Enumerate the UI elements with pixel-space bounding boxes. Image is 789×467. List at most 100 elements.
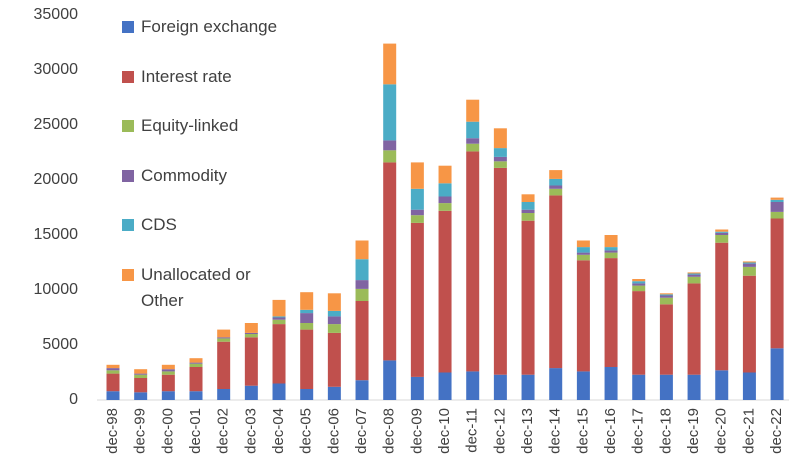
x-tick-label: dec-18 [657,408,674,454]
y-tick-label: 25000 [34,116,79,133]
legend-swatch [122,21,134,33]
bar-segment [770,211,784,219]
bar-segment [327,310,341,317]
bar-segment [300,389,314,400]
bar-segment [134,378,148,393]
bar-segment [383,140,397,151]
legend-label: Interest rate [141,66,232,86]
x-tick-label: dec-05 [298,408,315,454]
bar-segment [687,374,701,400]
bar-segment [355,240,369,260]
bar-segment [687,272,701,274]
x-tick-label: dec-10 [436,408,453,454]
x-tick-label: dec-20 [713,408,730,454]
bar-segment [383,360,397,400]
bar-segment [244,385,258,400]
bar-segment [300,323,314,330]
bar-segment [576,254,590,261]
bar-segment [355,301,369,381]
bar-segment [244,323,258,333]
bar-segment [687,273,701,275]
x-tick-label: dec-99 [132,408,149,454]
bar-segment [300,292,314,310]
bar-segment [493,148,507,157]
bar-segment [742,275,756,373]
bar-segment [521,202,535,210]
bar-segment [217,341,231,389]
bar-segment [466,138,480,144]
x-tick-label: dec-13 [519,408,536,454]
bar-segment [327,386,341,400]
bar-segment [549,195,563,369]
bar-segment [272,299,286,317]
y-tick-label: 15000 [34,226,79,243]
bar-segment [687,283,701,375]
bar-segment [189,362,203,364]
bar-segment [576,240,590,248]
x-tick-label: dec-04 [270,408,287,454]
y-tick-label: 30000 [34,61,79,78]
bar-segment [410,215,424,223]
bar-segment [300,309,314,314]
bar-segment [355,280,369,289]
bar-segment [659,304,673,375]
bar-segment [134,392,148,400]
x-tick-label: dec-22 [768,408,785,454]
bar-segment [272,319,286,325]
bar-segment [659,297,673,305]
x-tick-label: dec-06 [325,408,342,454]
bar-segment [189,391,203,400]
bar-segment [327,324,341,333]
bar-segment [161,369,175,372]
bar-segment [438,372,452,400]
bar-segment [383,84,397,141]
bar-segment [604,367,618,400]
x-tick-label: dec-98 [104,408,121,454]
bar-segment [466,143,480,152]
bar-segment [493,128,507,149]
bar-segment [244,334,258,338]
x-tick-label: dec-02 [215,408,232,454]
bar-segment [742,261,756,263]
x-tick-label: dec-14 [547,408,564,454]
bar-segment [521,213,535,221]
bar-segment [106,364,120,369]
bar-segment [742,263,756,267]
bar-segment [770,348,784,400]
legend-label: Foreign exchange [141,17,278,36]
legend-label: Commodity [141,165,227,185]
bar-segment [217,337,231,339]
bar-segment [466,121,480,139]
x-tick-label: dec-03 [242,408,259,454]
bar-segment [272,324,286,384]
bar-segment [659,374,673,400]
bar-segment [161,374,175,392]
bar-segment [659,295,673,298]
x-tick-label: dec-19 [685,408,702,454]
x-tick-label: dec-07 [353,408,370,454]
bar-segment [576,252,590,255]
bar-segment [383,150,397,163]
bar-segment [438,165,452,184]
bar-segment [272,383,286,400]
bar-segment [632,291,646,375]
bar-segment [604,252,618,259]
bar-segment [493,156,507,162]
bar-segment [687,276,701,284]
x-tick-label: dec-12 [491,408,508,454]
bar-segment [106,373,120,392]
bar-segment [715,229,729,232]
legend-swatch [122,219,134,231]
bar-segment [106,368,120,371]
bar-segment [549,178,563,186]
bar-segment [244,337,258,386]
bar-segment [549,368,563,400]
bar-segment [632,285,646,292]
bar-segment [604,235,618,248]
bar-segment [687,274,701,277]
legend-label: Unallocated or Other [141,264,251,310]
bar-segment [770,202,784,212]
bar-segment [272,316,286,318]
bar-segment [106,370,120,374]
legend-swatch [122,120,134,132]
